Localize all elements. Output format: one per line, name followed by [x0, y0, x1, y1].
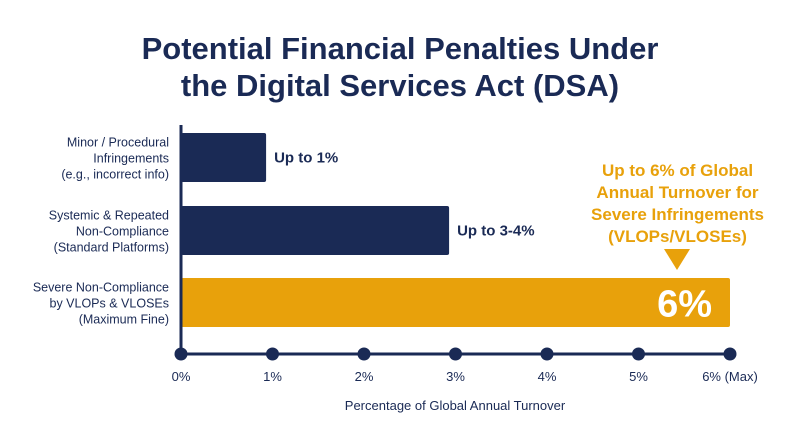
x-tick-label-3: 3%	[446, 369, 465, 384]
callout-line-3: Severe Infringements	[591, 205, 764, 224]
bar-2	[181, 206, 450, 255]
x-tick-marker-4	[540, 347, 554, 361]
x-tick-marker-5	[632, 347, 645, 361]
chart-title-line-1: Potential Financial Penalties Under	[141, 31, 659, 66]
category-label-2-line-2: Non-Compliance	[76, 225, 169, 239]
category-label-1-line-1: Minor / Procedural	[67, 136, 169, 150]
x-tick-marker-1	[266, 347, 279, 361]
data-label-2: Up to 3-4%	[457, 223, 535, 240]
x-tick-marker-3	[449, 347, 462, 361]
category-label-3-line-3: (Maximum Fine)	[79, 313, 169, 327]
chart-title-line-2: the Digital Services Act (DSA)	[180, 68, 620, 103]
callout-arrow	[664, 249, 690, 270]
callout-line-1: Up to 6% of Global	[601, 161, 754, 180]
x-tick-marker-2	[357, 347, 371, 361]
x-tick-label-0: 0%	[172, 369, 191, 384]
callout-line-2: Annual Turnover for	[596, 183, 759, 202]
category-label-3-line-1: Severe Non-Compliance	[33, 281, 169, 295]
x-tick-marker-6	[723, 347, 737, 361]
data-label-3: 6%	[657, 284, 712, 326]
category-label-2-line-1: Systemic & Repeated	[49, 209, 169, 223]
category-label-1-line-2: Infringements	[93, 152, 169, 166]
chart-title: Potential Financial Penalties Under the …	[0, 30, 800, 104]
category-label-3-line-2: by VLOPs & VLOSEs	[50, 297, 170, 311]
x-axis-title: Percentage of Global Annual Turnover	[345, 398, 566, 413]
bar-1	[181, 133, 267, 182]
x-tick-label-1: 1%	[263, 369, 282, 384]
bar-3	[181, 278, 730, 327]
data-label-1: Up to 1%	[274, 150, 338, 167]
category-label-1-line-3: (e.g., incorrect info)	[61, 168, 169, 182]
x-tick-marker-0	[174, 347, 188, 361]
x-tick-label-2: 2%	[355, 369, 374, 384]
max-fine-callout: Up to 6% of Global Annual Turnover for S…	[560, 160, 795, 248]
callout-line-4: (VLOPs/VLOSEs)	[608, 227, 747, 246]
x-tick-label-5: 5%	[629, 369, 648, 384]
x-tick-label-6: 6% (Max)	[702, 369, 758, 384]
x-tick-label-4: 4%	[538, 369, 557, 384]
category-label-2-line-3: (Standard Platforms)	[54, 241, 169, 255]
